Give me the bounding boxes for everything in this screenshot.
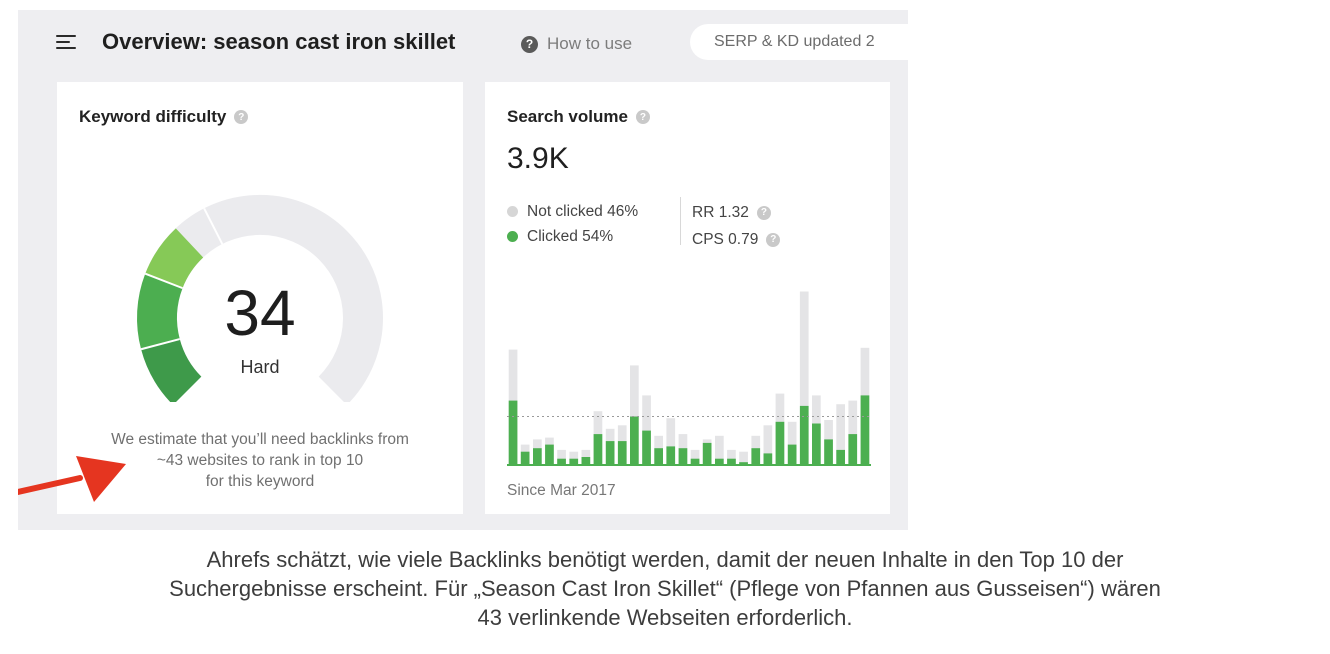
bar-clicked[interactable]	[690, 458, 700, 464]
serp-kd-status-pill[interactable]: SERP & KD updated 2	[690, 24, 908, 60]
gauge-divider	[140, 338, 180, 351]
kd-note-line: We estimate that you’ll need backlinks f…	[111, 431, 409, 448]
bar-not-clicked[interactable]	[581, 449, 591, 464]
bar-clicked[interactable]	[630, 416, 639, 465]
search-volume-card: Search volume ? 3.9K Not clicked 46% Cli…	[485, 82, 890, 514]
bar-not-clicked[interactable]	[642, 395, 651, 464]
caption-line: 43 verlinkende Webseiten erforderlich.	[477, 605, 853, 630]
bar-not-clicked[interactable]	[557, 449, 566, 464]
gauge-fill-segment	[137, 273, 183, 350]
kd-help-icon[interactable]: ?	[234, 110, 249, 124]
bar-not-clicked[interactable]	[569, 451, 579, 464]
bar-clicked[interactable]	[520, 451, 530, 464]
bar-clicked[interactable]	[593, 434, 603, 464]
bar-clicked[interactable]	[848, 434, 858, 464]
image-caption: Ahrefs schätzt, wie viele Backlinks benö…	[0, 545, 1330, 632]
metric-label: RR 1.32	[692, 203, 749, 221]
sv-title: Search volume	[507, 107, 628, 126]
bar-clicked[interactable]	[787, 444, 797, 464]
bar-not-clicked[interactable]	[727, 449, 736, 464]
legend-label: Clicked 54%	[527, 227, 614, 245]
bar-clicked[interactable]	[702, 442, 712, 464]
bar-clicked[interactable]	[605, 441, 615, 464]
caption-line: Suchergebnisse erscheint. Für „Season Ca…	[169, 576, 1161, 601]
sv-help-icon[interactable]: ?	[635, 110, 650, 124]
bar-clicked[interactable]	[557, 458, 566, 464]
bar-not-clicked[interactable]	[630, 365, 639, 464]
bar-clicked[interactable]	[799, 405, 809, 464]
bar-clicked[interactable]	[860, 395, 870, 464]
clicked-dot-icon	[507, 231, 518, 242]
kd-rating: Hard	[240, 357, 280, 377]
ahrefs-screenshot: Overview: season cast iron skillet ? How…	[18, 10, 908, 530]
kd-backlinks-note: We estimate that you’ll need backlinks f…	[69, 429, 451, 492]
click-legend: Not clicked 46% Clicked 54%	[507, 199, 638, 249]
how-to-use-label: How to use	[547, 34, 633, 53]
bar-clicked[interactable]	[836, 449, 845, 464]
bar-clicked[interactable]	[812, 423, 821, 465]
overview-header: Overview: season cast iron skillet ? How…	[18, 10, 908, 78]
kd-gauge	[137, 194, 383, 402]
legend-clicked: Clicked 54%	[507, 224, 638, 249]
bar-clicked[interactable]	[715, 458, 724, 464]
gauge-divider	[144, 272, 183, 290]
chart-since-label: Since Mar 2017	[507, 482, 616, 499]
bar-clicked[interactable]	[545, 444, 554, 464]
metric-cps: CPS 0.79 ?	[692, 226, 781, 253]
bar-clicked[interactable]	[617, 441, 627, 464]
sv-value: 3.9K	[507, 142, 569, 175]
bar-not-clicked[interactable]	[715, 435, 724, 464]
kd-title-row: Keyword difficulty ?	[79, 107, 249, 127]
gauge-divider	[203, 207, 224, 245]
bar-clicked[interactable]	[775, 421, 785, 464]
metric-label: CPS 0.79	[692, 230, 759, 248]
bar-clicked[interactable]	[666, 446, 676, 464]
bar-not-clicked[interactable]	[787, 421, 797, 464]
gauge-fill-segment	[145, 228, 204, 289]
sv-title-row: Search volume ?	[507, 107, 650, 127]
cps-help-icon[interactable]: ?	[766, 232, 781, 247]
bar-clicked[interactable]	[678, 448, 688, 464]
not-clicked-dot-icon	[507, 206, 518, 217]
legend-divider	[680, 197, 681, 245]
red-arrow-icon	[18, 456, 126, 502]
bar-not-clicked[interactable]	[848, 400, 858, 464]
caption-line: Ahrefs schätzt, wie viele Backlinks benö…	[206, 547, 1124, 572]
kd-title: Keyword difficulty	[79, 107, 227, 126]
keyword-difficulty-card: Keyword difficulty ? 34 Hard We estimate…	[57, 82, 463, 514]
gauge-fill-segment	[141, 338, 202, 402]
bar-not-clicked[interactable]	[739, 451, 748, 464]
search-volume-chart	[507, 291, 871, 466]
rr-help-icon[interactable]: ?	[756, 205, 771, 220]
bar-not-clicked[interactable]	[763, 425, 773, 464]
legend-label: Not clicked 46%	[527, 202, 639, 220]
kd-note-line: for this keyword	[205, 473, 315, 490]
bar-clicked[interactable]	[727, 458, 736, 464]
bar-not-clicked[interactable]	[836, 404, 845, 464]
bar-clicked[interactable]	[763, 453, 773, 464]
help-icon: ?	[521, 35, 538, 53]
bar-clicked[interactable]	[751, 448, 761, 464]
kd-note-line: ~43 websites to rank in top 10	[156, 452, 364, 469]
bar-clicked[interactable]	[654, 448, 663, 464]
metric-rr: RR 1.32 ?	[692, 199, 780, 226]
bar-clicked[interactable]	[569, 458, 579, 464]
bar-clicked[interactable]	[508, 400, 518, 464]
legend-not-clicked: Not clicked 46%	[507, 199, 638, 224]
serp-status-text: SERP & KD updated 2	[714, 33, 875, 50]
bar-not-clicked[interactable]	[690, 449, 700, 464]
bar-clicked[interactable]	[642, 430, 651, 464]
how-to-use-link[interactable]: ? How to use	[521, 33, 632, 55]
page-title: Overview: season cast iron skillet	[102, 29, 456, 54]
bar-clicked[interactable]	[739, 462, 748, 464]
bar-clicked[interactable]	[581, 457, 591, 464]
bar-not-clicked[interactable]	[666, 418, 676, 464]
hamburger-menu-icon[interactable]	[56, 34, 76, 50]
click-metrics: RR 1.32 ? CPS 0.79 ?	[692, 199, 781, 253]
bar-clicked[interactable]	[824, 439, 833, 464]
kd-score: 34	[224, 277, 296, 349]
bar-clicked[interactable]	[533, 448, 542, 464]
bar-not-clicked[interactable]	[799, 291, 809, 465]
